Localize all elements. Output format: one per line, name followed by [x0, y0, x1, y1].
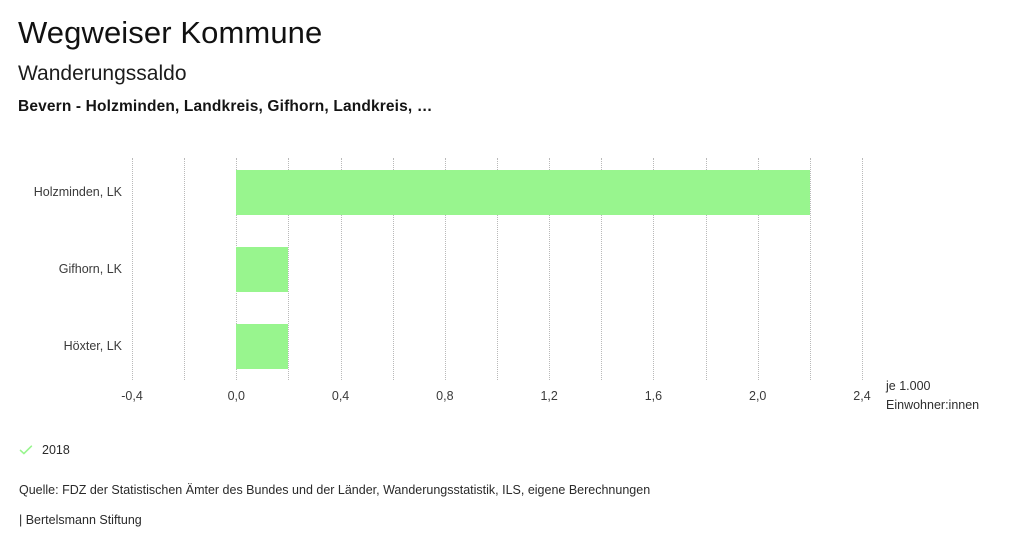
- category-label: Gifhorn, LK: [58, 262, 122, 276]
- gridline: [653, 158, 655, 380]
- app-title: Wegweiser Kommune: [18, 15, 323, 50]
- chart-legend[interactable]: 2018: [19, 442, 70, 458]
- gridline: [809, 158, 811, 380]
- chart-category-axis: Holzminden, LK Gifhorn, LK Höxter, LK: [0, 158, 122, 380]
- gridline: [184, 158, 186, 380]
- brand-note: | Bertelsmann Stiftung: [19, 513, 142, 527]
- gridline: [705, 158, 707, 380]
- bar-holzminden-lk[interactable]: [236, 169, 810, 215]
- x-tick-label: 0,0: [227, 389, 245, 403]
- bar-gifhorn-lk[interactable]: [236, 246, 289, 292]
- chart-title: Wanderungssaldo: [18, 62, 187, 85]
- category-label: Höxter, LK: [63, 339, 122, 353]
- chart-header: Wegweiser Kommune Wanderungssaldo Bevern…: [18, 14, 1008, 118]
- x-tick-label: 1,2: [540, 389, 558, 403]
- x-tick-label: 1,6: [644, 389, 663, 403]
- gridline: [497, 158, 498, 380]
- axis-unit-note-line1: je 1.000: [886, 379, 931, 393]
- x-tick-label: -0,4: [121, 389, 143, 403]
- source-note: Quelle: FDZ der Statistischen Ämter des …: [19, 483, 651, 497]
- x-tick-label: 0,8: [436, 389, 454, 403]
- gridline: [601, 158, 603, 380]
- x-tick-label: 0,4: [331, 389, 350, 403]
- gridline: [288, 158, 290, 380]
- chart-value-axis: -0,4 0,0 0,4 0,8 1,2 1,6 2,0 2,4: [121, 388, 870, 408]
- x-tick-label: 2,4: [853, 389, 871, 403]
- gridline: [340, 158, 342, 380]
- gridline: [862, 158, 863, 380]
- gridline: [236, 158, 238, 380]
- chart-bars: [132, 158, 862, 380]
- chart-subtitle: Bevern - Holzminden, Landkreis, Gifhorn,…: [18, 98, 433, 115]
- legend-item-label-2018: 2018: [42, 443, 70, 457]
- gridline: [549, 158, 551, 380]
- axis-unit-note: je 1.000 Einwohner:innen: [886, 377, 979, 415]
- x-tick-label: 2,0: [749, 389, 767, 403]
- check-icon: [19, 443, 33, 457]
- gridline: [132, 158, 133, 380]
- chart-gridlines: [132, 158, 863, 380]
- category-label: Holzminden, LK: [33, 185, 122, 199]
- axis-unit-note-line2: Einwohner:innen: [886, 398, 980, 412]
- gridline: [392, 158, 394, 380]
- bar-h-xter-lk[interactable]: [236, 323, 289, 369]
- gridline: [444, 158, 446, 380]
- gridline: [757, 158, 759, 380]
